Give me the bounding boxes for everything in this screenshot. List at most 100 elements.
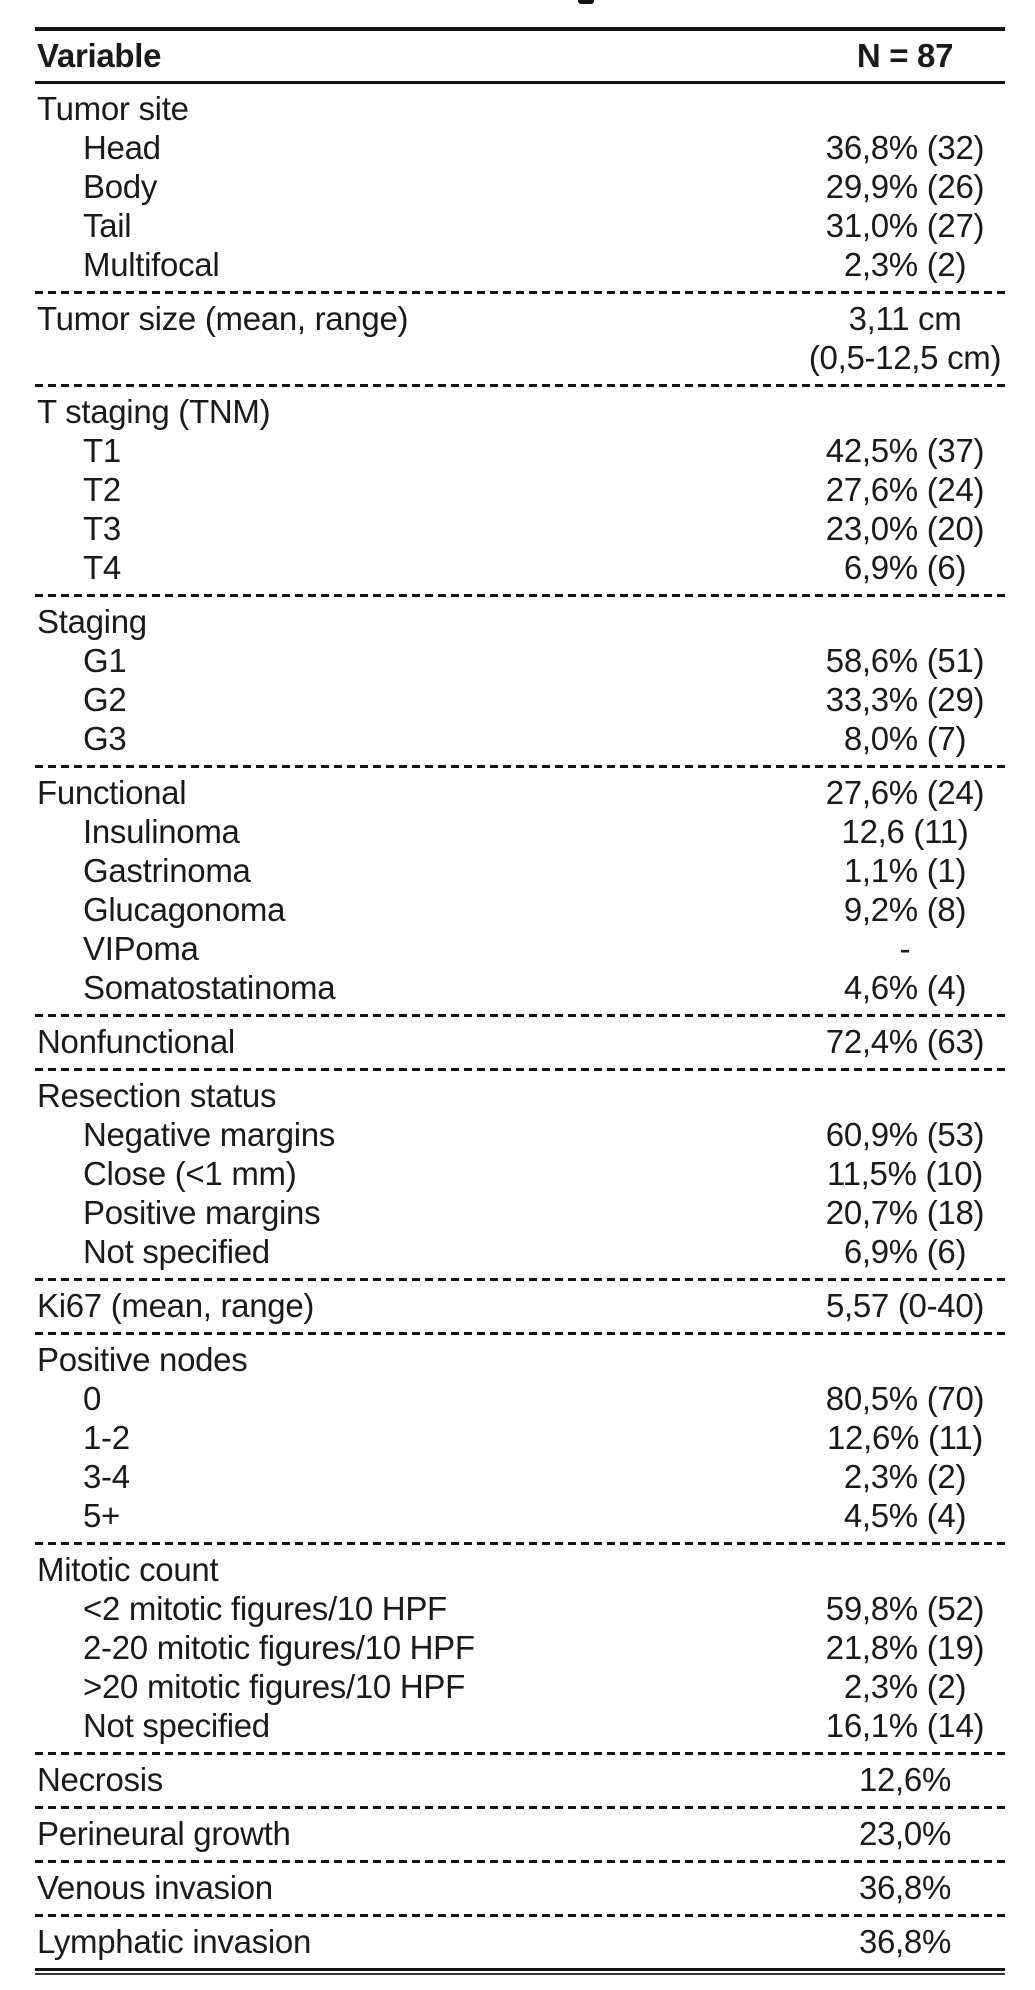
row-value: 11,5% (10) <box>827 1155 983 1192</box>
table-row: Glucagonoma 9,2% (8) <box>35 890 1005 929</box>
table-section: Perineural growth 23,0% <box>35 1809 1005 1860</box>
row-label: G1 <box>83 642 127 679</box>
row-label: Not specified <box>83 1707 270 1744</box>
row-label: T staging (TNM) <box>37 393 271 430</box>
header-variable-label: Variable <box>37 37 162 74</box>
row-value: 58,6% (51) <box>825 642 985 679</box>
table-row: Tail 31,0% (27) <box>35 206 1005 245</box>
table-header-row: Variable N = 87 <box>35 31 1005 81</box>
table-row: G2 33,3% (29) <box>35 680 1005 719</box>
row-value: 21,8% (19) <box>825 1629 985 1666</box>
table-row: Mitotic count <box>35 1550 1005 1589</box>
row-value: 16,1% (14) <box>825 1707 985 1744</box>
dashed-divider <box>35 1806 1005 1809</box>
row-label: Positive nodes <box>37 1341 248 1378</box>
table-row: Ki67 (mean, range) 5,57 (0-40) <box>35 1286 1005 1325</box>
table-section: Tumor site Head 36,8% (32) Body 29,9% (26) Ta… <box>35 84 1005 291</box>
row-label: 0 <box>83 1380 102 1417</box>
table-row: Somatostatinoma 4,6% (4) <box>35 968 1005 1007</box>
row-value: 2,3% (2) <box>843 1458 967 1495</box>
row-value: 20,7% (18) <box>825 1194 985 1231</box>
characteristics-table: Variable N = 87 Tumor site Head 36,8% (32)… <box>35 27 1005 1975</box>
dashed-divider <box>35 1014 1005 1017</box>
dashed-divider <box>35 1068 1005 1071</box>
row-label: Venous invasion <box>37 1869 273 1906</box>
dashed-divider <box>35 765 1005 768</box>
row-label: >20 mitotic figures/10 HPF <box>83 1668 465 1705</box>
row-label: Gastrinoma <box>83 852 251 889</box>
cropped-caption-fragment <box>578 0 594 4</box>
dashed-divider <box>35 1860 1005 1863</box>
row-label: T3 <box>83 510 121 547</box>
row-value: 3,11 cm <box>848 300 962 337</box>
table-row: Multifocal 2,3% (2) <box>35 245 1005 284</box>
table-row: Head 36,8% (32) <box>35 128 1005 167</box>
row-label: Necrosis <box>37 1761 163 1798</box>
row-label: Insulinoma <box>83 813 240 850</box>
table-row: 2-20 mitotic figures/10 HPF 21,8% (19) <box>35 1628 1005 1667</box>
row-value: 72,4% (63) <box>825 1023 985 1060</box>
row-label: Multifocal <box>83 246 220 283</box>
header-n-label: N = 87 <box>856 37 954 74</box>
row-label: Body <box>83 168 158 205</box>
row-value: 59,8% (52) <box>825 1590 985 1627</box>
table-row: Functional 27,6% (24) <box>35 773 1005 812</box>
row-value: 36,8% (32) <box>825 129 985 166</box>
row-label: <2 mitotic figures/10 HPF <box>83 1590 447 1627</box>
row-value: (0,5-12,5 cm) <box>808 339 1002 376</box>
dashed-divider <box>35 384 1005 387</box>
row-value: 6,9% (6) <box>843 549 967 586</box>
row-value: 60,9% (53) <box>825 1116 985 1153</box>
row-value: 4,6% (4) <box>843 969 967 1006</box>
table-section: Necrosis 12,6% <box>35 1755 1005 1806</box>
row-label: T4 <box>83 549 121 586</box>
row-value: 2,3% (2) <box>843 246 967 283</box>
table-row: VIPoma - <box>35 929 1005 968</box>
row-label: Head <box>83 129 161 166</box>
table-row: 3-4 2,3% (2) <box>35 1457 1005 1496</box>
row-label: Glucagonoma <box>83 891 286 928</box>
dashed-divider <box>35 1332 1005 1335</box>
row-value: 23,0% <box>858 1815 952 1852</box>
table-row: (0,5-12,5 cm) <box>35 338 1005 377</box>
table-row: T1 42,5% (37) <box>35 431 1005 470</box>
row-label: Tumor size (mean, range) <box>37 300 409 337</box>
row-value: - <box>899 930 911 967</box>
dashed-divider <box>35 1914 1005 1917</box>
row-value: 4,5% (4) <box>843 1497 967 1534</box>
row-value: 27,6% (24) <box>825 774 985 811</box>
row-label: 5+ <box>83 1497 121 1534</box>
row-label: Ki67 (mean, range) <box>37 1287 315 1324</box>
dashed-divider <box>35 291 1005 294</box>
dashed-divider <box>35 1752 1005 1755</box>
table-section: Nonfunctional 72,4% (63) <box>35 1017 1005 1068</box>
row-label: Tumor site <box>37 90 189 127</box>
dashed-divider <box>35 594 1005 597</box>
table-row: Not specified 16,1% (14) <box>35 1706 1005 1745</box>
row-label: Close (<1 mm) <box>83 1155 297 1192</box>
row-value: 12,6% (11) <box>827 1419 983 1456</box>
row-label: Lymphatic invasion <box>37 1923 312 1960</box>
table-row: 5+ 4,5% (4) <box>35 1496 1005 1535</box>
table-row: Staging <box>35 602 1005 641</box>
row-label: Staging <box>37 603 147 640</box>
table-row: Body 29,9% (26) <box>35 167 1005 206</box>
table-bottom-rule <box>35 1968 1005 1975</box>
table-row: T staging (TNM) <box>35 392 1005 431</box>
row-value: 33,3% (29) <box>825 681 985 718</box>
dashed-divider <box>35 1542 1005 1545</box>
row-value: 6,9% (6) <box>843 1233 967 1270</box>
table-section: Venous invasion 36,8% <box>35 1863 1005 1914</box>
table-section: Positive nodes 0 80,5% (70) 1-2 12,6% (11) 3-… <box>35 1335 1005 1542</box>
row-value: 1,1% (1) <box>843 852 967 889</box>
table-body: Tumor site Head 36,8% (32) Body 29,9% (26) Ta… <box>35 84 1005 1968</box>
table-row: Lymphatic invasion 36,8% <box>35 1922 1005 1961</box>
row-label: Positive margins <box>83 1194 321 1231</box>
table-row: Tumor site <box>35 89 1005 128</box>
table-section: Tumor size (mean, range) 3,11 cm (0,5-12,5… <box>35 294 1005 384</box>
row-label: T1 <box>83 432 121 469</box>
table-row: 1-2 12,6% (11) <box>35 1418 1005 1457</box>
table-row: Venous invasion 36,8% <box>35 1868 1005 1907</box>
table-row: Positive nodes <box>35 1340 1005 1379</box>
table-row: Gastrinoma 1,1% (1) <box>35 851 1005 890</box>
